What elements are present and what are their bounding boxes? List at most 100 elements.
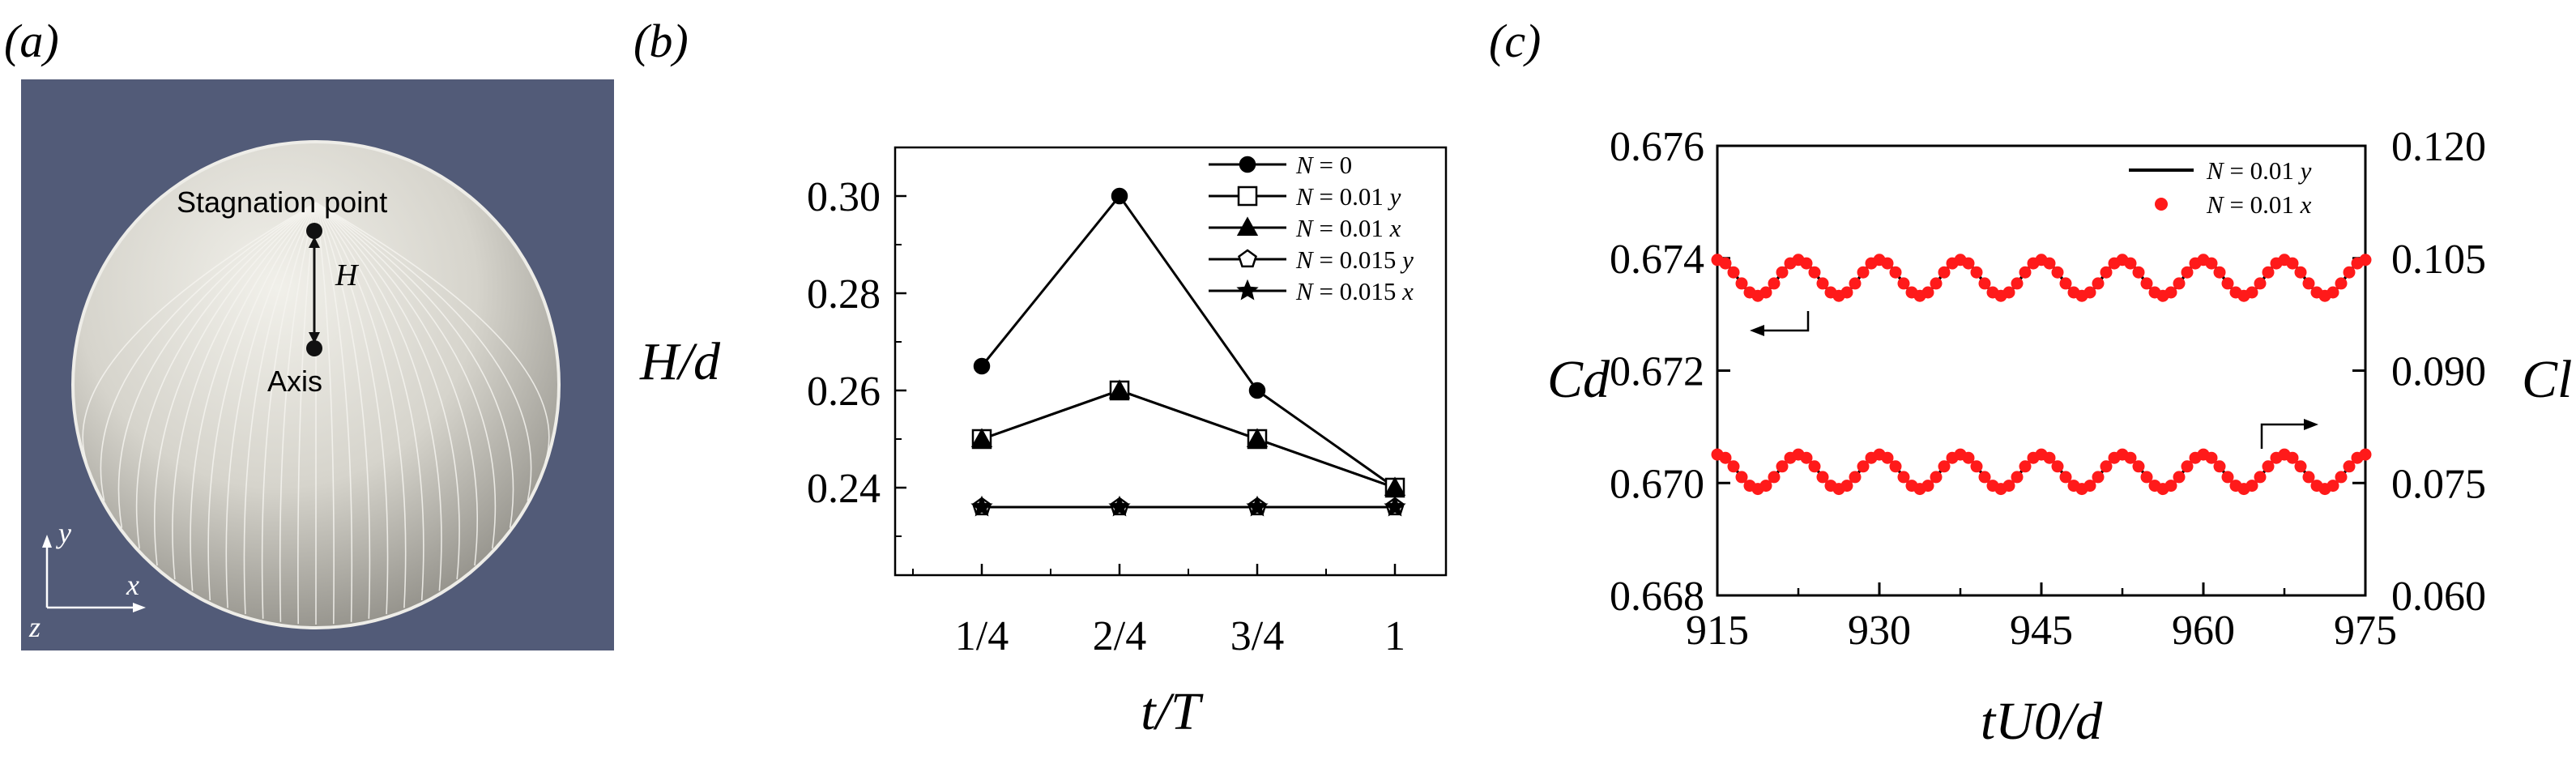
drag-data-point [1735, 277, 1748, 290]
x-tick-label: 915 [1686, 608, 1749, 654]
drag-data-point [2019, 266, 2032, 279]
lift-data-point [1881, 451, 1894, 464]
lift-data-point [1930, 471, 1943, 484]
drag-data-point [2359, 254, 2372, 267]
drag-data-point [2286, 257, 2299, 270]
legend-marker [1236, 216, 1259, 237]
drag-data-point [1759, 286, 1772, 299]
chart-c-legend: N = 0.01 y N = 0.01 x [2129, 156, 2312, 219]
legend-marker [1238, 249, 1257, 268]
streamline [297, 202, 317, 625]
y-right-tick-label: 0.120 [2391, 124, 2486, 170]
legend-label: N = 0.01 y [2206, 156, 2312, 185]
streamline [117, 202, 317, 528]
data-point [970, 428, 993, 448]
x-tick-label: 945 [2010, 608, 2073, 654]
streamline [315, 202, 407, 608]
lift-data-point [2213, 460, 2226, 473]
series-line [981, 389, 1396, 489]
streamline [243, 202, 317, 615]
lift-data-point [2100, 460, 2113, 473]
y-right-tick-label: 0.105 [2391, 237, 2486, 283]
lift-data-point [2359, 448, 2372, 461]
drag-data-point [1938, 266, 1951, 279]
drag-data-point [1816, 277, 1829, 290]
legend-label: N = 0.015 x [1295, 277, 1414, 305]
panel-c-label: (c) [1489, 15, 1541, 67]
legend-marker [1236, 279, 1259, 301]
stagnation-marker [306, 223, 322, 356]
streamline [315, 202, 532, 501]
lift-data-point [2262, 460, 2275, 473]
lift-data-point [2019, 460, 2032, 473]
drag-data-point [1776, 266, 1789, 279]
lift-data-point [1808, 460, 1821, 473]
y-left-tick-label: 0.670 [1610, 461, 1704, 507]
drag-data-point [2343, 266, 2356, 279]
streamline [261, 202, 317, 619]
y-tick-label: 0.24 [807, 466, 881, 512]
lift-data-point [1938, 460, 1951, 473]
lift-data-point [2043, 451, 2056, 464]
legend-label: N = 0.01 y [1295, 182, 1401, 211]
lift-data-point [2059, 471, 2072, 484]
drag-data-point [1727, 266, 1740, 279]
lift-data-point [2294, 460, 2307, 473]
streamline [315, 202, 478, 566]
data-point [1384, 495, 1406, 517]
streamline [315, 202, 514, 528]
chart-c-xlabel: tU0/d [1981, 692, 2103, 751]
lift-data-point [2051, 460, 2064, 473]
legend-marker [2155, 198, 2168, 211]
x-tick-label: 2/4 [1093, 613, 1146, 659]
streamlines [82, 202, 550, 625]
streamline [315, 202, 550, 463]
drag-data-point [2181, 266, 2194, 279]
series-line [980, 194, 1396, 489]
drag-data-point [1840, 286, 1853, 299]
streamline [315, 202, 424, 601]
lift-data-point [1800, 451, 1813, 464]
axis-label: Axis [267, 365, 322, 398]
legend-marker [1237, 186, 1258, 207]
y-tick-label: 0.30 [807, 174, 881, 220]
lift-data-point [1840, 480, 1853, 493]
data-point [1108, 379, 1131, 399]
x-tick-label: 960 [2172, 608, 2235, 654]
drag-data-point [2254, 277, 2267, 290]
drag-data-point [2083, 286, 2096, 299]
lift-data-point [2132, 460, 2145, 473]
y-left-tick-label: 0.668 [1610, 574, 1704, 620]
lift-data-point [1962, 451, 1975, 464]
y-tick-label: 0.26 [807, 369, 881, 415]
lift-data-point [2254, 471, 2267, 484]
drag-data-point [1962, 257, 1975, 270]
x-tick-label: 975 [2334, 608, 2397, 654]
h-label: H [335, 258, 360, 292]
legend-label: N = 0.01 x [2206, 190, 2312, 219]
streamline [315, 202, 389, 615]
drag-data-point [2043, 257, 2056, 270]
streamline [190, 202, 317, 591]
lift-data-point [1921, 480, 1934, 493]
lift-data-point [2245, 480, 2258, 493]
lift-data-point [2335, 471, 2348, 484]
coordinate-triad: y x z [28, 517, 146, 643]
drag-data-point [1881, 257, 1894, 270]
streamline [315, 202, 442, 591]
lift-data-point [1889, 460, 1902, 473]
lift-data-point [1735, 471, 1748, 484]
lift-data-point [2164, 480, 2177, 493]
streamline [100, 202, 317, 501]
lift-data-point [1897, 471, 1910, 484]
legend-label: N = 0 [1295, 151, 1352, 179]
streamline [315, 202, 371, 619]
streamline [207, 202, 317, 601]
lift-data-point [1768, 471, 1781, 484]
data-point [970, 495, 993, 517]
panel-a-label: (a) [4, 15, 59, 67]
lift-data-point [2343, 460, 2356, 473]
drag-data-point [1719, 257, 1732, 270]
sphere-render [71, 140, 561, 629]
x-tick-label: 3/4 [1230, 613, 1284, 659]
